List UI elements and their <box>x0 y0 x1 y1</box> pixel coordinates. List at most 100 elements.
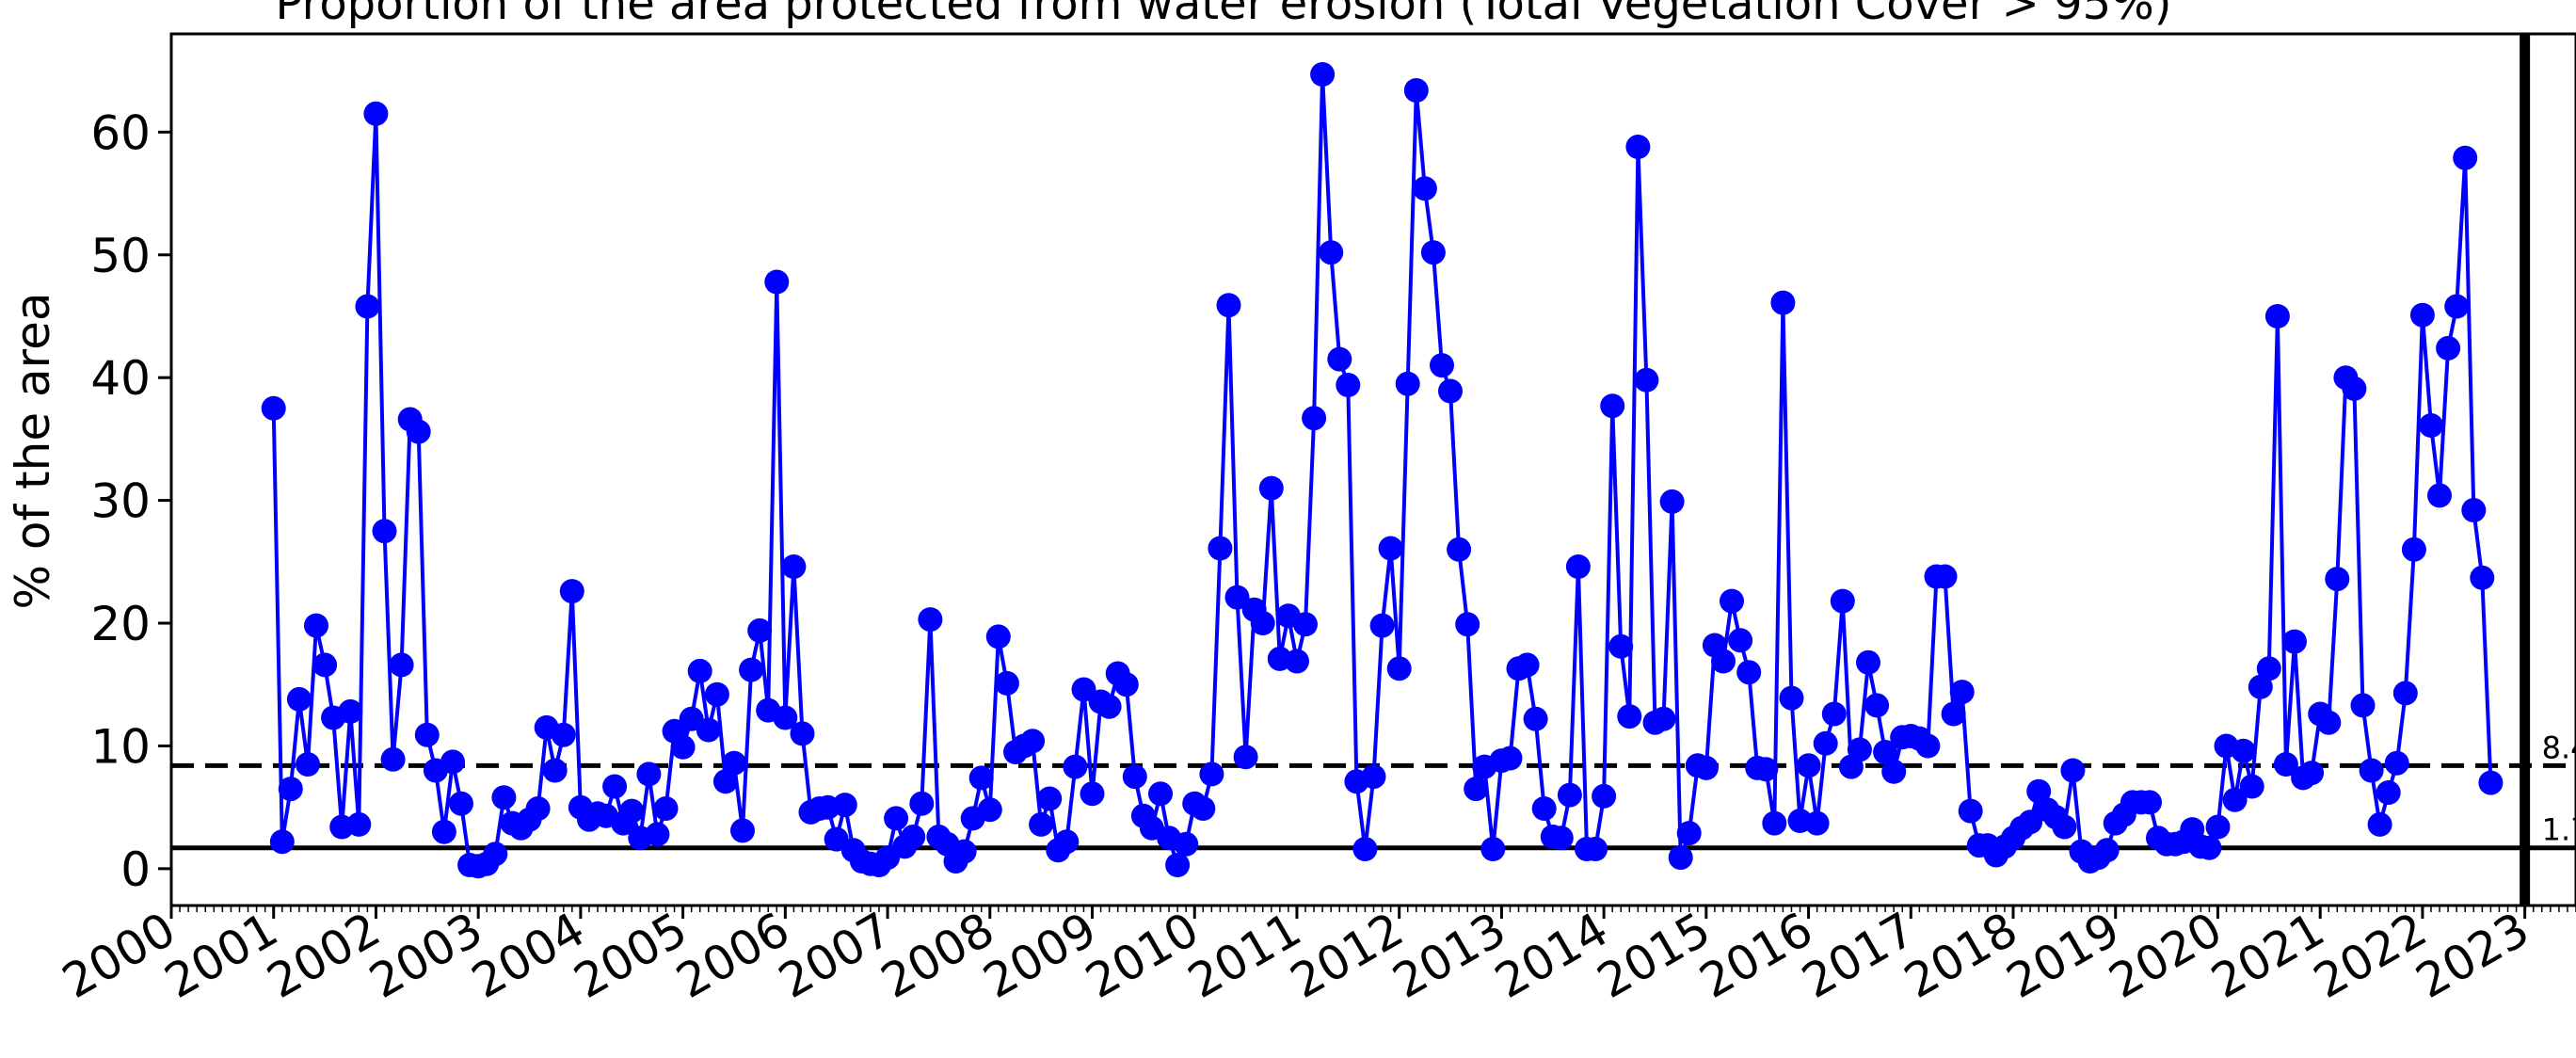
data-point <box>431 819 456 844</box>
data-point <box>1430 353 1454 378</box>
data-point <box>1932 564 1958 589</box>
data-point <box>1378 536 1403 561</box>
data-point <box>2419 413 2443 438</box>
data-point <box>994 670 1019 696</box>
data-point <box>406 419 431 444</box>
data-point <box>2470 565 2495 590</box>
data-point <box>2299 761 2325 786</box>
data-point <box>491 785 517 810</box>
data-point <box>747 617 773 643</box>
data-point <box>1122 764 1147 790</box>
data-point <box>2384 750 2409 776</box>
data-point <box>312 652 338 678</box>
data-point <box>1480 837 1506 861</box>
data-point <box>1420 240 1446 265</box>
data-point <box>1531 796 1557 821</box>
y-tick-label: 10 <box>90 719 151 774</box>
data-point <box>296 752 320 777</box>
data-point <box>1361 764 1386 790</box>
data-point <box>355 294 380 319</box>
data-point <box>2367 811 2392 837</box>
data-point <box>1208 536 1233 561</box>
data-point <box>1403 78 1429 103</box>
data-point <box>739 657 764 682</box>
data-point <box>286 686 312 712</box>
data-point <box>1583 837 1608 861</box>
data-point <box>363 101 389 126</box>
data-point <box>1856 649 1880 675</box>
data-point <box>1447 537 1472 562</box>
data-point <box>1302 406 1327 431</box>
data-point <box>1412 176 1437 201</box>
data-point <box>781 554 807 579</box>
data-point <box>2256 656 2281 681</box>
data-point <box>1625 135 1651 159</box>
data-point <box>2248 674 2273 699</box>
data-point <box>1319 240 1344 265</box>
data-point <box>918 607 943 633</box>
data-point <box>1804 810 1830 836</box>
data-point <box>1386 656 1412 681</box>
data-point <box>2026 778 2052 804</box>
y-tick-label: 50 <box>90 229 151 283</box>
data-point <box>2282 629 2307 654</box>
data-point <box>1958 798 1983 824</box>
data-point <box>2018 810 2043 835</box>
data-point <box>2231 738 2256 763</box>
data-point <box>269 829 295 855</box>
data-point <box>1148 781 1173 807</box>
data-point <box>1285 649 1309 674</box>
data-point <box>1676 821 1702 846</box>
y-tick-label: 20 <box>90 597 151 651</box>
data-point <box>1071 677 1096 702</box>
data-point <box>1497 745 1523 771</box>
data-point <box>1770 290 1796 315</box>
data-point <box>338 698 363 724</box>
data-point <box>1514 652 1540 678</box>
data-point <box>704 681 729 707</box>
y-tick-label: 0 <box>120 842 151 897</box>
data-point <box>440 749 465 775</box>
data-point <box>1651 706 1676 731</box>
data-point <box>1600 393 1625 419</box>
data-point <box>1728 628 1753 653</box>
data-point <box>1063 754 1088 779</box>
data-point <box>2478 770 2504 795</box>
data-point <box>414 722 440 747</box>
data-point <box>1915 733 1941 759</box>
data-point <box>1336 373 1361 397</box>
data-point <box>1037 786 1063 811</box>
data-point <box>985 624 1011 649</box>
data-point <box>1830 588 1855 614</box>
data-point <box>304 613 328 638</box>
data-point <box>1310 62 1336 87</box>
data-point <box>1029 811 1054 837</box>
x-axis: 2000200120022003200420052006200720082009… <box>54 902 2576 1009</box>
data-point <box>952 839 977 864</box>
data-point <box>2461 498 2487 522</box>
data-point <box>722 750 746 776</box>
reference-line-label: 1.7 <box>2542 812 2576 848</box>
data-point <box>1693 755 1719 780</box>
data-point <box>1174 831 1199 857</box>
data-point <box>1796 753 1821 778</box>
data-point <box>1813 730 1838 756</box>
data-point <box>619 798 645 824</box>
data-point <box>1080 781 1105 807</box>
data-point <box>2052 814 2077 840</box>
data-point <box>372 519 397 544</box>
data-point <box>1881 759 1907 784</box>
data-point <box>1216 293 1241 318</box>
data-point <box>261 395 286 421</box>
data-point <box>1455 612 1480 637</box>
data-point <box>525 796 551 821</box>
data-point <box>832 793 857 818</box>
data-point <box>2239 774 2264 799</box>
data-point <box>2436 335 2461 361</box>
y-axis: 0 10 20 30 40 50 60 <box>90 105 171 897</box>
data-point <box>1438 378 1463 404</box>
data-point <box>1548 826 1574 851</box>
data-point <box>1668 845 1693 871</box>
data-point <box>1736 660 1762 685</box>
